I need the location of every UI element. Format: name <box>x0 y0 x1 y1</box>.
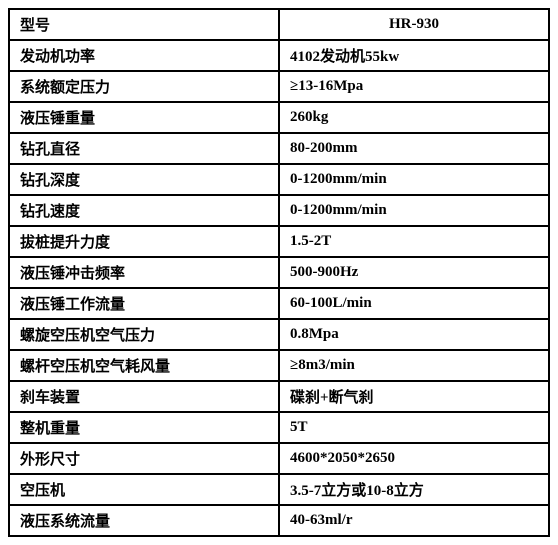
spec-value: 80-200mm <box>279 133 549 164</box>
table-row: 螺旋空压机空气压力0.8Mpa <box>9 319 549 350</box>
table-row: 系统额定压力≥13-16Mpa <box>9 71 549 102</box>
table-row: 外形尺寸4600*2050*2650 <box>9 443 549 474</box>
spec-label: 系统额定压力 <box>9 71 279 102</box>
table-row: 液压系统流量40-63ml/r <box>9 505 549 536</box>
table-row: 钻孔深度0-1200mm/min <box>9 164 549 195</box>
spec-value: 碟刹+断气刹 <box>279 381 549 412</box>
spec-value: ≥8m3/min <box>279 350 549 381</box>
table-row: 螺杆空压机空气耗风量≥8m3/min <box>9 350 549 381</box>
spec-value: 5T <box>279 412 549 443</box>
spec-label: 型号 <box>9 9 279 40</box>
spec-label: 外形尺寸 <box>9 443 279 474</box>
spec-value: 40-63ml/r <box>279 505 549 536</box>
spec-label: 钻孔速度 <box>9 195 279 226</box>
spec-table-body: 型号HR-930发动机功率4102发动机55kw系统额定压力≥13-16Mpa液… <box>9 9 549 536</box>
spec-value: 0-1200mm/min <box>279 195 549 226</box>
table-row: 液压锤冲击频率500-900Hz <box>9 257 549 288</box>
spec-label: 液压锤冲击频率 <box>9 257 279 288</box>
spec-label: 钻孔直径 <box>9 133 279 164</box>
spec-value: 0.8Mpa <box>279 319 549 350</box>
spec-value: 0-1200mm/min <box>279 164 549 195</box>
spec-value: 3.5-7立方或10-8立方 <box>279 474 549 505</box>
spec-label: 发动机功率 <box>9 40 279 71</box>
table-row: 型号HR-930 <box>9 9 549 40</box>
spec-value: 1.5-2T <box>279 226 549 257</box>
spec-label: 螺杆空压机空气耗风量 <box>9 350 279 381</box>
spec-value: HR-930 <box>279 9 549 40</box>
spec-label: 刹车装置 <box>9 381 279 412</box>
spec-value: 260kg <box>279 102 549 133</box>
spec-table: 型号HR-930发动机功率4102发动机55kw系统额定压力≥13-16Mpa液… <box>8 8 550 537</box>
spec-value: 500-900Hz <box>279 257 549 288</box>
spec-value: 4102发动机55kw <box>279 40 549 71</box>
spec-label: 钻孔深度 <box>9 164 279 195</box>
table-row: 钻孔直径80-200mm <box>9 133 549 164</box>
spec-label: 液压系统流量 <box>9 505 279 536</box>
spec-label: 整机重量 <box>9 412 279 443</box>
table-row: 拔桩提升力度1.5-2T <box>9 226 549 257</box>
spec-label: 螺旋空压机空气压力 <box>9 319 279 350</box>
table-row: 整机重量5T <box>9 412 549 443</box>
spec-label: 空压机 <box>9 474 279 505</box>
spec-label: 液压锤工作流量 <box>9 288 279 319</box>
table-row: 空压机3.5-7立方或10-8立方 <box>9 474 549 505</box>
table-row: 钻孔速度0-1200mm/min <box>9 195 549 226</box>
spec-label: 液压锤重量 <box>9 102 279 133</box>
spec-label: 拔桩提升力度 <box>9 226 279 257</box>
table-row: 刹车装置碟刹+断气刹 <box>9 381 549 412</box>
table-row: 发动机功率4102发动机55kw <box>9 40 549 71</box>
spec-value: ≥13-16Mpa <box>279 71 549 102</box>
spec-value: 4600*2050*2650 <box>279 443 549 474</box>
table-row: 液压锤重量260kg <box>9 102 549 133</box>
table-row: 液压锤工作流量60-100L/min <box>9 288 549 319</box>
spec-value: 60-100L/min <box>279 288 549 319</box>
